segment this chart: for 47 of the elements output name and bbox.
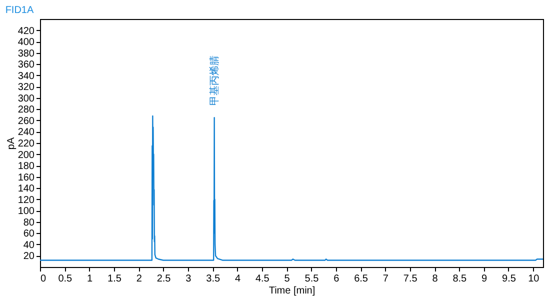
x-tick-label: 4 [234,274,241,284]
x-tick-label: 1.5 [108,274,122,284]
x-tick-label: 8.5 [452,274,468,284]
x-tick-label: 8 [432,274,438,284]
y-tick-label: 260 [18,116,35,127]
x-tick-label: 9 [482,274,488,284]
y-tick-label: 200 [18,150,35,161]
x-tick-label: 6 [334,274,340,284]
y-tick-label: 120 [18,194,35,206]
x-tick-label: 2.5 [156,274,172,284]
line-series [39,115,544,261]
x-tick-label: 3 [186,274,192,284]
x-tick-label: 6.5 [354,274,368,284]
x-tick-label: 1 [87,274,94,284]
y-tick-label: 220 [18,138,35,150]
y-tick-label: 240 [18,127,35,138]
y-tick-label: 380 [18,48,35,60]
x-tick-label: 7.5 [403,274,418,284]
chart-title: FID1A [5,5,34,16]
y-tick-label: 340 [18,70,35,82]
y-tick-label: 400 [18,37,35,48]
x-tick-label: 5.5 [304,274,320,284]
y-tick-label: 420 [18,26,35,37]
x-tick-label: 10 [528,274,540,284]
y-axis-title: pA [6,137,17,150]
x-tick-label: 7 [382,274,389,284]
y-tick-label: 80 [23,217,35,228]
x-tick-label: 4.5 [255,274,270,284]
y-tick-label: 160 [18,172,35,184]
x-tick-label: 2 [136,274,142,284]
x-tick-label: 0.5 [58,274,73,284]
y-tick-label: 60 [23,228,35,240]
x-axis-title: Time [min] [268,286,316,296]
y-tick-label: 20 [23,251,35,262]
annotation: 甲基丙烯腈 [208,56,220,106]
x-tick-label: 5 [284,274,290,284]
y-tick-label: 280 [18,104,35,116]
y-tick-label: 40 [23,240,35,251]
x-tick-label: 0 [40,274,46,284]
y-tick-label: 180 [18,161,35,172]
y-tick-label: 140 [18,184,35,195]
x-tick-label: 9.5 [502,274,516,284]
x-tick-label: 3.5 [206,274,220,284]
y-tick-label: 100 [18,206,35,218]
y-tick-label: 360 [18,60,35,71]
y-tick-label: 320 [18,82,35,94]
y-tick-label: 300 [18,93,35,104]
